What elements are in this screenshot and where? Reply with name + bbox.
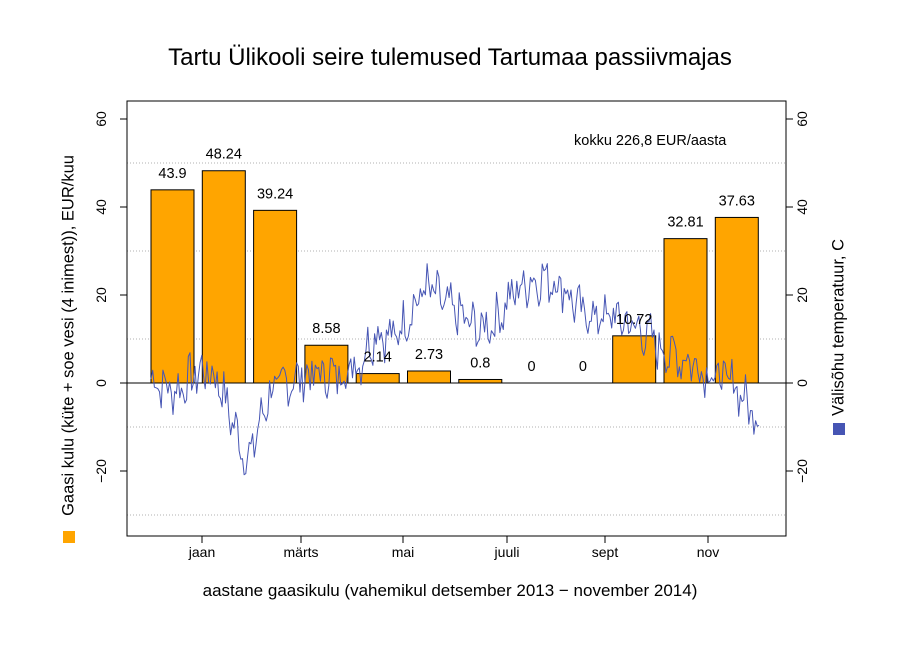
bar-value-label: 2.73 xyxy=(415,347,443,363)
x-tick-label: märts xyxy=(284,544,319,560)
bar-value-label: 0.8 xyxy=(470,355,490,371)
x-axis-label: aastane gaasikulu (vahemikul detsember 2… xyxy=(202,581,698,600)
bar-value-label: 0 xyxy=(579,359,587,375)
bar-value-label: 48.24 xyxy=(206,147,242,163)
bar-value-label: 8.58 xyxy=(312,321,340,337)
bar xyxy=(355,373,400,384)
y2-tick-label: 60 xyxy=(794,111,810,127)
bar-value-label: 10.72 xyxy=(616,312,652,328)
y-tick-label: 0 xyxy=(93,379,109,387)
bar-value-label: 39.24 xyxy=(257,186,293,202)
legend-line-swatch xyxy=(833,423,845,435)
x-tick-label: nov xyxy=(697,544,720,560)
bar xyxy=(612,335,657,384)
bar xyxy=(714,216,759,384)
y-axis-left-label: Gaasi kulu (küte + soe vesi (4 inimest))… xyxy=(59,155,78,516)
y-axis-right-label: Välisõhu temperatuur, C xyxy=(829,239,848,417)
bar xyxy=(407,370,451,384)
bar xyxy=(663,238,708,384)
bar-value-label: 32.81 xyxy=(667,215,703,231)
y2-tick-label: 20 xyxy=(794,287,810,303)
y2-tick-label: 40 xyxy=(794,199,810,215)
bar-series xyxy=(150,170,759,384)
legend-bars-swatch xyxy=(63,531,75,543)
x-tick-label: sept xyxy=(592,544,619,560)
y-tick-label: 40 xyxy=(93,199,109,215)
total-annotation: kokku 226,8 EUR/aasta xyxy=(574,133,727,149)
bar-value-label: 37.63 xyxy=(719,193,755,209)
y-tick-label: 60 xyxy=(93,111,109,127)
x-tick-label: mai xyxy=(392,544,415,560)
y2-tick-label: −20 xyxy=(794,459,810,483)
x-tick-label: juuli xyxy=(494,544,520,560)
bar xyxy=(253,209,298,384)
temperature-line-path xyxy=(150,263,760,476)
y-tick-label: 20 xyxy=(93,287,109,303)
temperature-line xyxy=(150,263,760,476)
bar xyxy=(201,170,246,384)
plot-border xyxy=(126,100,787,537)
plot-frame xyxy=(126,100,787,537)
x-axis: jaan märts mai juuli sept nov xyxy=(188,536,720,560)
bar xyxy=(150,189,195,384)
chart-title: Tartu Ülikooli seire tulemused Tartumaa … xyxy=(168,44,732,71)
y-tick-label: −20 xyxy=(93,459,109,483)
x-tick-label: jaan xyxy=(188,544,215,560)
right-axis: −20 0 20 40 60 xyxy=(786,111,810,483)
left-axis: −20 0 20 40 60 xyxy=(93,111,127,483)
bar-value-label: 0 xyxy=(528,359,536,375)
bar-value-label: 2.14 xyxy=(364,350,392,366)
bar-value-label: 43.9 xyxy=(158,166,186,182)
bar-labels: 43.9 48.24 39.24 8.58 2.14 2.73 0.8 0 0 10.72 32.8… xyxy=(158,147,755,375)
bar xyxy=(458,378,503,384)
y2-tick-label: 0 xyxy=(794,379,810,387)
